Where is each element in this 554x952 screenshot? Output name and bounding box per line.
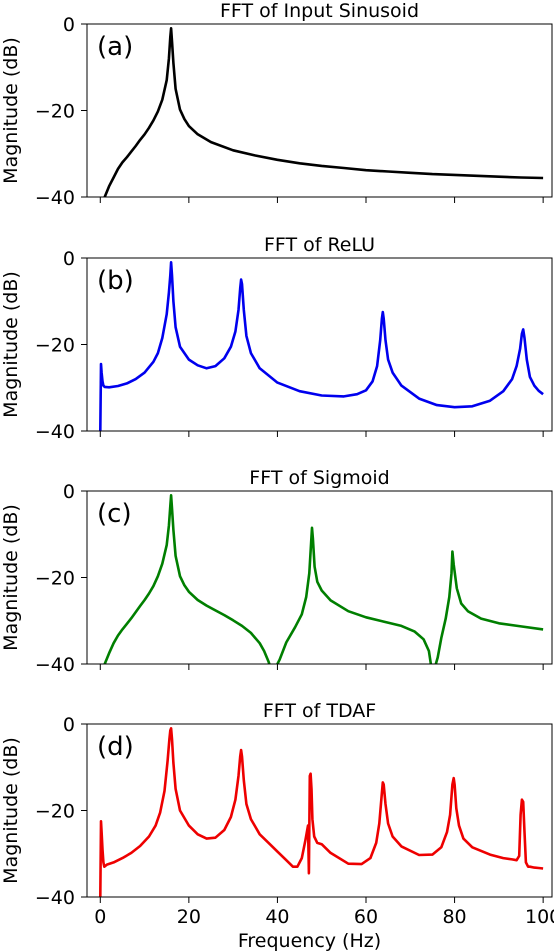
panel-label: (d) — [97, 732, 134, 762]
y-tick-label: −20 — [35, 568, 75, 590]
x-tick-label: 40 — [265, 906, 289, 928]
y-axis-label: Magnitude (dB) — [0, 271, 22, 418]
y-tick-label: 0 — [63, 14, 75, 36]
panel-label: (c) — [97, 499, 132, 529]
y-axis-label: Magnitude (dB) — [0, 737, 22, 884]
y-axis-label: Magnitude (dB) — [0, 37, 22, 184]
y-tick-label: 0 — [63, 481, 75, 503]
y-tick-label: −40 — [35, 421, 75, 443]
y-tick-label: −20 — [35, 101, 75, 123]
x-tick-label: 20 — [177, 906, 201, 928]
series-line — [103, 493, 544, 664]
panel-label: (a) — [97, 32, 133, 62]
panel-title: FFT of TDAF — [263, 700, 376, 722]
y-tick-label: −40 — [35, 887, 75, 909]
panel-3: 0 −20 −40 0 20 40 60 80 100 FFT of TDAF (d) Magnitu… — [0, 700, 554, 952]
panel-0: 0 −20 −40 FFT of Input Sinusoid (a) Magnitude… — [0, 0, 553, 209]
x-tick-label: 0 — [94, 906, 106, 928]
x-tick-label: 80 — [442, 906, 466, 928]
y-tick-label: −20 — [35, 801, 75, 823]
x-axis-label: Frequency (Hz) — [238, 930, 381, 952]
y-tick-label: 0 — [63, 714, 75, 736]
series-line — [103, 26, 544, 197]
panel-2: 0 −20 −40 FFT of Sigmoid (c) Magnitude (dB) — [0, 467, 553, 676]
series-line — [99, 260, 544, 431]
axes-frame — [86, 723, 553, 898]
y-axis-label: Magnitude (dB) — [0, 504, 22, 651]
panel-label: (b) — [97, 266, 134, 296]
axes-frame — [86, 23, 553, 198]
axes-frame — [86, 257, 553, 432]
series-line — [99, 726, 544, 897]
panel-title: FFT of Input Sinusoid — [220, 0, 419, 22]
y-tick-label: −20 — [35, 335, 75, 357]
panel-1: 0 −20 −40 FFT of ReLU (b) Magnitude (dB) — [0, 234, 553, 443]
y-tick-label: 0 — [63, 248, 75, 270]
y-tick-label: −40 — [35, 187, 75, 209]
x-tick-label: 100 — [525, 906, 554, 928]
y-tick-label: −40 — [35, 654, 75, 676]
panel-title: FFT of ReLU — [264, 234, 375, 256]
panel-title: FFT of Sigmoid — [249, 467, 389, 489]
x-tick-label: 60 — [354, 906, 378, 928]
